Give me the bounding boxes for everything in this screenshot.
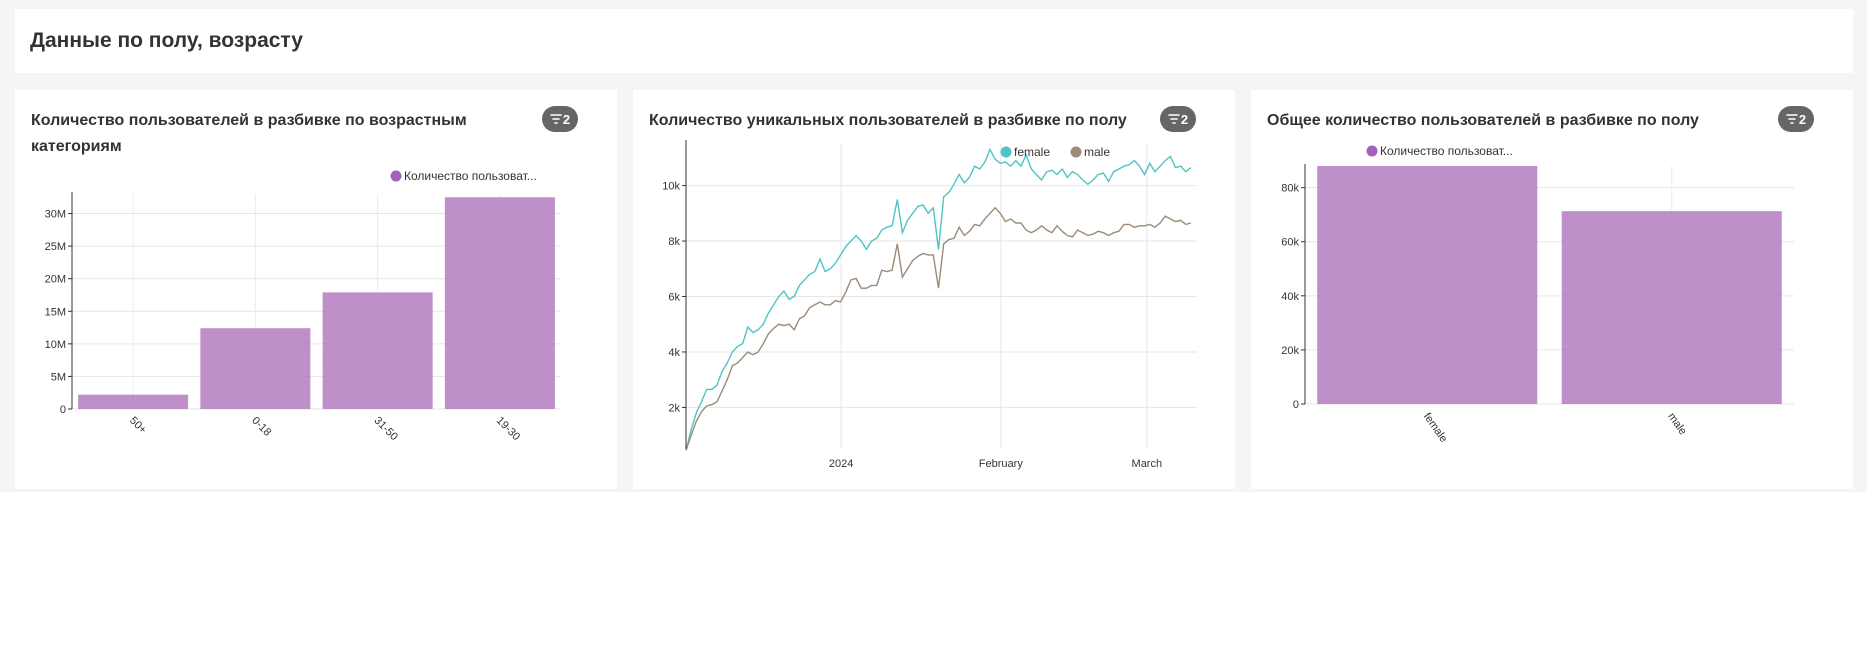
legend-label: female [1014,145,1050,159]
legend-swatch [1366,145,1378,157]
y-tick-label: 6k [668,292,680,304]
section-header: Данные по полу, возрасту [15,9,1853,73]
filter-icon [1168,114,1180,124]
x-tick-label: female [1421,411,1450,445]
y-tick-label: 20M [45,274,66,286]
card-unique-users-gender: Количество уникальных пользователей в ра… [633,90,1235,489]
y-tick-label: 25M [45,241,66,253]
y-tick-label: 60k [1281,237,1299,249]
page-title: Данные по полу, возрасту [30,29,303,52]
y-tick-label: 4k [668,347,680,359]
legend-swatch [390,170,402,182]
bar [1317,166,1538,404]
y-tick-label: 80k [1281,183,1299,195]
y-tick-label: 10M [45,339,66,351]
card-age-categories: Количество пользователей в разбивке по в… [15,90,617,489]
x-tick-label: March [1132,458,1163,470]
x-tick-label: 0-18 [249,415,273,439]
legend-swatch [1070,146,1082,158]
bar [444,197,555,409]
filter-count: 2 [562,111,571,127]
y-tick-label: 5M [51,371,66,383]
legend-label: male [1084,145,1110,159]
y-tick-label: 20k [1281,345,1299,357]
series-line-female [685,147,1192,451]
gender-line-chart: 2k 4k 6k 8k 10k 2024 February March female male [662,140,1197,470]
filter-count: 2 [1180,111,1189,127]
gender-bar-chart: 0 20k 40k 60k 80k female male Количество пользо… [1281,144,1794,445]
y-tick-label: 0 [60,404,66,416]
legend-label: Количество пользоват... [404,169,537,183]
bar [78,394,189,409]
card-total-users-gender: Общее количество пользователей в разбивк… [1251,90,1853,489]
x-tick-label: 50+ [127,415,149,437]
card-title: Количество пользователей в разбивке по в… [31,112,467,155]
bar [322,292,433,409]
filter-badge[interactable]: 2 [1160,106,1196,132]
x-tick-label: 19-30 [494,415,522,443]
x-tick-label: 2024 [829,458,853,470]
x-tick-label: February [979,458,1024,470]
card-title: Количество уникальных пользователей в ра… [649,112,1127,129]
x-tick-label: male [1665,411,1689,437]
bar [200,328,311,409]
x-tick-label: 31-50 [372,415,400,443]
filter-badge[interactable]: 2 [1778,106,1814,132]
card-title: Общее количество пользователей в разбивк… [1267,112,1699,129]
filter-count: 2 [1798,111,1807,127]
y-tick-label: 2k [668,402,680,414]
filter-icon [550,114,562,124]
legend-swatch [1000,146,1012,158]
age-bar-chart: 0 5M 10M 15M 20M 25M 30M 50+ 0-18 31-50 19-30 Колич… [45,169,561,443]
y-tick-label: 40k [1281,291,1299,303]
bar [1561,211,1782,404]
y-tick-label: 15M [45,306,66,318]
series-line-male [685,206,1192,451]
legend-label: Количество пользоват... [1380,144,1513,158]
y-tick-label: 8k [668,236,680,248]
y-tick-label: 30M [45,209,66,221]
filter-badge[interactable]: 2 [542,106,578,132]
y-tick-label: 10k [662,181,680,193]
filter-icon [1786,114,1798,124]
y-tick-label: 0 [1293,399,1299,411]
